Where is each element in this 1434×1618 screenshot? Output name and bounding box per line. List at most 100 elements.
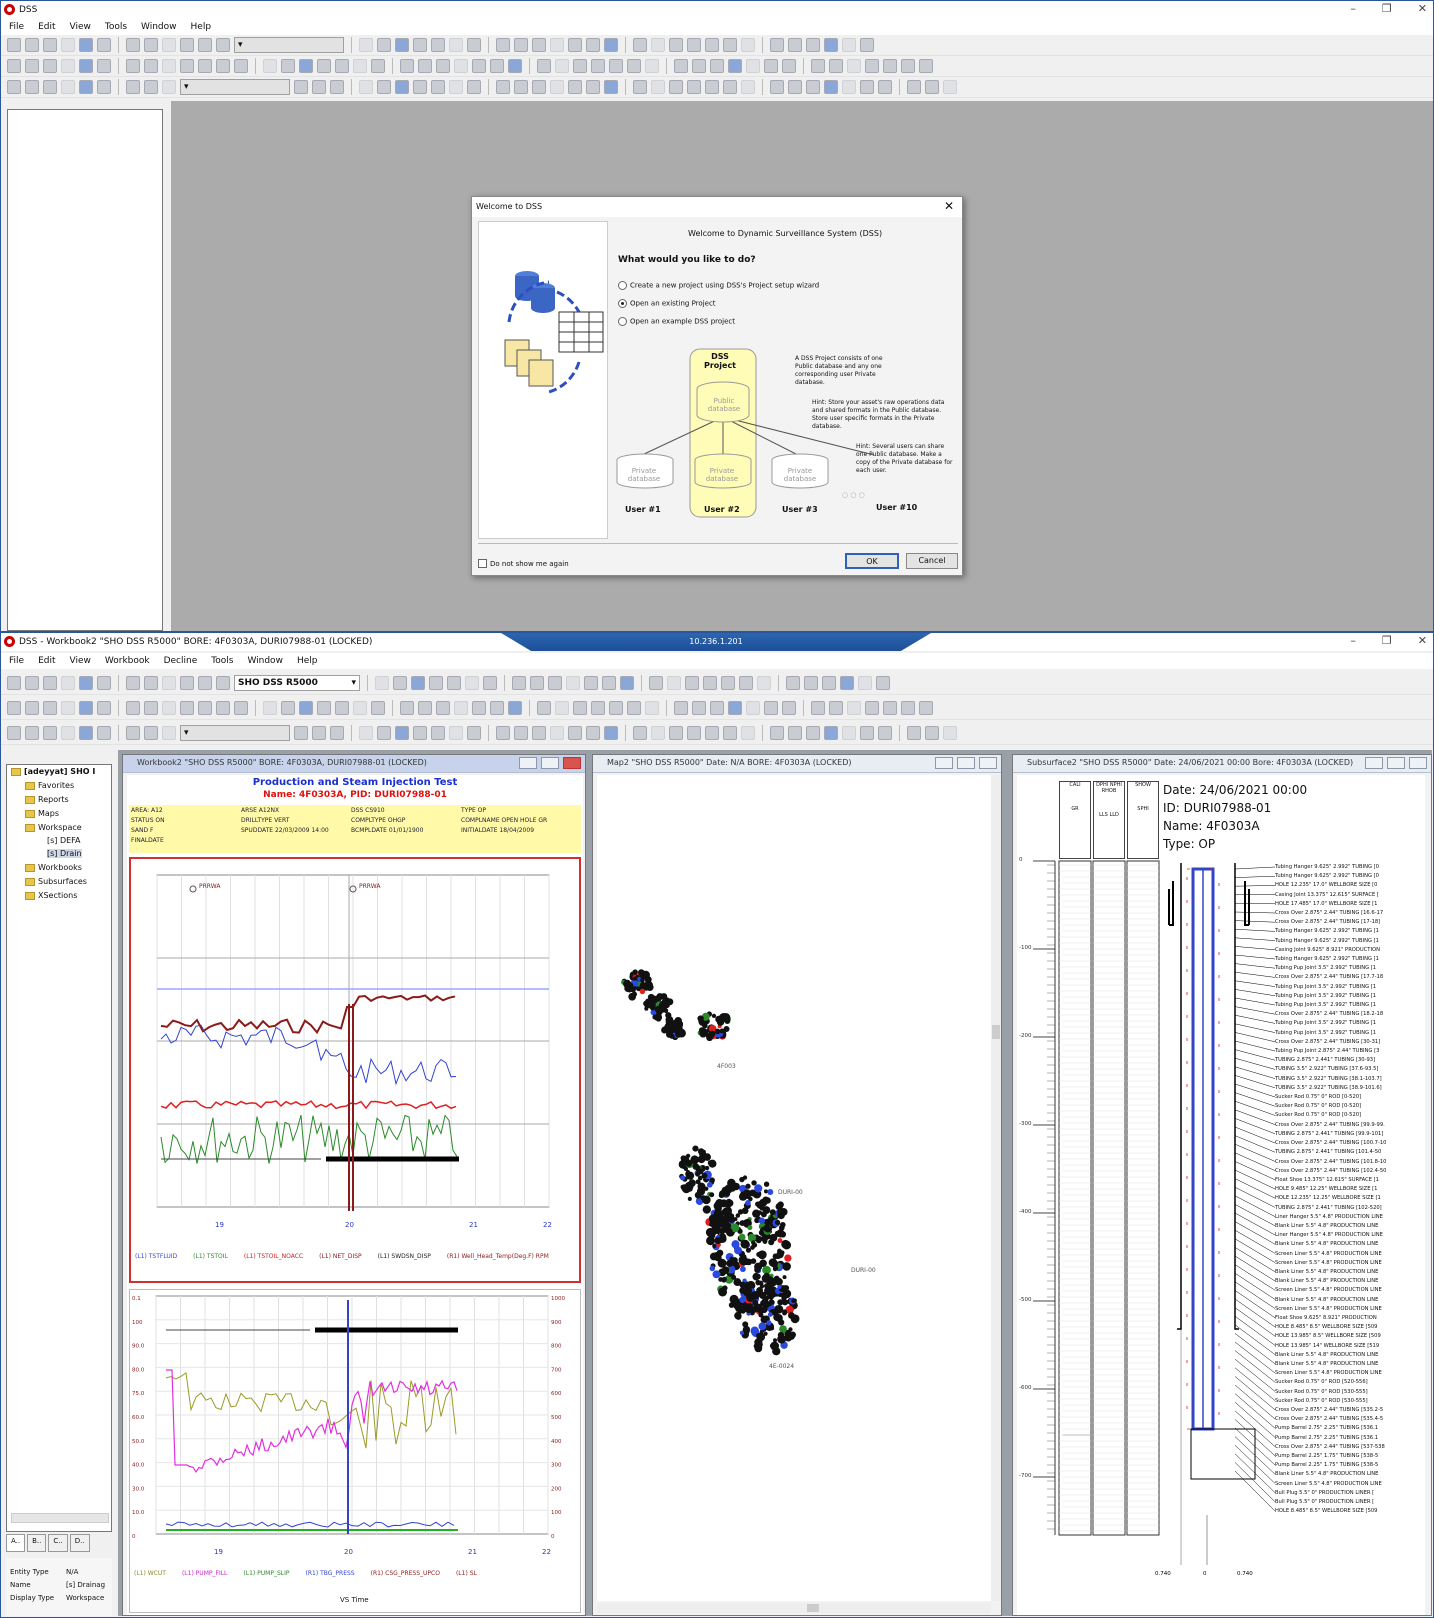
toolbar-button-icon[interactable] — [746, 700, 760, 715]
toolbar-button-icon[interactable] — [61, 38, 75, 52]
toolbar-button-icon[interactable] — [330, 725, 344, 740]
toolbar-button-icon[interactable] — [770, 725, 784, 740]
toolbar-button-icon[interactable] — [25, 38, 39, 52]
toolbar-button-icon[interactable] — [483, 675, 497, 690]
toolbar-button-icon[interactable] — [79, 80, 93, 94]
menu-tools[interactable]: Tools — [104, 22, 128, 32]
toolbar-button-icon[interactable] — [649, 675, 663, 690]
toolbar-button-icon[interactable] — [436, 59, 450, 73]
toolbar-button-icon[interactable] — [645, 59, 659, 73]
toolbar-button-icon[interactable] — [901, 59, 915, 73]
toolbar-button-icon[interactable] — [198, 59, 212, 73]
toolbar-button-icon[interactable] — [705, 725, 719, 740]
toolbar-button-icon[interactable] — [162, 675, 176, 690]
toolbar-button-icon[interactable] — [669, 725, 683, 740]
toolbar-button-icon[interactable] — [7, 700, 21, 715]
toolbar-button-icon[interactable] — [472, 700, 486, 715]
toolbar-button-icon[interactable] — [299, 700, 313, 715]
toolbar-button-icon[interactable] — [788, 725, 802, 740]
toolbar-button-icon[interactable] — [508, 700, 522, 715]
toolbar-button-icon[interactable] — [490, 59, 504, 73]
toolbar-button-icon[interactable] — [739, 675, 753, 690]
toolbar-button-icon[interactable] — [79, 38, 93, 52]
toolbar-button-icon[interactable] — [79, 700, 93, 715]
map-canvas[interactable]: DURI-00 DURI-00 4E-0024 4F003 — [597, 775, 991, 1601]
menu-file[interactable]: File — [9, 22, 25, 32]
menu-window[interactable]: Window — [247, 656, 283, 666]
toolbar-button-icon[interactable] — [180, 59, 194, 73]
toolbar-button-icon[interactable] — [627, 59, 641, 73]
toolbar-button-icon[interactable] — [728, 700, 742, 715]
toolbar-button-icon[interactable] — [312, 80, 326, 94]
toolbar-button-icon[interactable] — [645, 700, 659, 715]
toolbar-button-icon[interactable] — [418, 59, 432, 73]
minimize-button[interactable]: – — [1350, 634, 1356, 647]
toolbar-button-icon[interactable] — [602, 675, 616, 690]
toolbar-button-icon[interactable] — [741, 38, 755, 52]
toolbar-button-icon[interactable] — [723, 38, 737, 52]
toolbar-button-icon[interactable] — [79, 725, 93, 740]
toolbar-button-icon[interactable] — [449, 725, 463, 740]
toolbar-button-icon[interactable] — [447, 675, 461, 690]
toolbar-button-icon[interactable] — [591, 700, 605, 715]
map-restore-button[interactable] — [957, 757, 975, 769]
toolbar-button-icon[interactable] — [144, 725, 158, 740]
ok-button[interactable]: OK — [845, 553, 899, 569]
toolbar-button-icon[interactable] — [162, 700, 176, 715]
maximize-button[interactable]: ❐ — [1381, 634, 1392, 647]
toolbar-button-icon[interactable] — [97, 700, 111, 715]
toolbar-button-icon[interactable] — [7, 38, 21, 52]
workbook-close-button[interactable] — [563, 757, 581, 769]
toolbar-button-icon[interactable] — [806, 38, 820, 52]
toolbar-button-icon[interactable] — [555, 59, 569, 73]
toolbar-button-icon[interactable] — [61, 700, 75, 715]
toolbar-combo[interactable]: ▾ — [234, 37, 344, 53]
toolbar-button-icon[interactable] — [633, 80, 647, 94]
toolbar-button-icon[interactable] — [377, 38, 391, 52]
toolbar-button-icon[interactable] — [377, 725, 391, 740]
toolbar-button-icon[interactable] — [126, 59, 140, 73]
toolbar-button-icon[interactable] — [550, 80, 564, 94]
toolbar-button-icon[interactable] — [126, 725, 140, 740]
toolbar-button-icon[interactable] — [162, 725, 176, 740]
toolbar-button-icon[interactable] — [335, 700, 349, 715]
toolbar-button-icon[interactable] — [97, 675, 111, 690]
tree-hscrollbar[interactable] — [11, 1513, 109, 1523]
toolbar-button-icon[interactable] — [907, 725, 921, 740]
toolbar-button-icon[interactable] — [514, 80, 528, 94]
toolbar-button-icon[interactable] — [294, 725, 308, 740]
toolbar-button-icon[interactable] — [467, 80, 481, 94]
toolbar-button-icon[interactable] — [568, 80, 582, 94]
toolbar-button-icon[interactable] — [566, 675, 580, 690]
toolbar-button-icon[interactable] — [901, 700, 915, 715]
toolbar-button-icon[interactable] — [353, 700, 367, 715]
toolbar-button-icon[interactable] — [198, 700, 212, 715]
tree-tab-b[interactable]: B.. — [27, 1534, 47, 1552]
toolbar-button-icon[interactable] — [198, 675, 212, 690]
toolbar-button-icon[interactable] — [842, 725, 856, 740]
toolbar-button-icon[interactable] — [126, 675, 140, 690]
toolbar-button-icon[interactable] — [829, 700, 843, 715]
map-hscrollbar[interactable] — [597, 1603, 991, 1613]
menu-window[interactable]: Window — [141, 22, 177, 32]
maximize-button[interactable]: ❐ — [1381, 2, 1392, 15]
toolbar-button-icon[interactable] — [467, 38, 481, 52]
toolbar-button-icon[interactable] — [770, 38, 784, 52]
toolbar-button-icon[interactable] — [43, 80, 57, 94]
toolbar-button-icon[interactable] — [371, 59, 385, 73]
toolbar-button-icon[interactable] — [514, 725, 528, 740]
toolbar-button-icon[interactable] — [7, 59, 21, 73]
toolbar-button-icon[interactable] — [144, 38, 158, 52]
toolbar-button-icon[interactable] — [847, 700, 861, 715]
toolbar-button-icon[interactable] — [847, 59, 861, 73]
toolbar-button-icon[interactable] — [591, 59, 605, 73]
toolbar-button-icon[interactable] — [25, 80, 39, 94]
toolbar-button-icon[interactable] — [858, 675, 872, 690]
toolbar-button-icon[interactable] — [782, 59, 796, 73]
toolbar-button-icon[interactable] — [400, 59, 414, 73]
sub-restore-button[interactable] — [1387, 757, 1405, 769]
map-vscrollbar[interactable] — [991, 775, 1001, 1601]
toolbar-button-icon[interactable] — [234, 700, 248, 715]
toolbar-button-icon[interactable] — [705, 80, 719, 94]
menu-help[interactable]: Help — [190, 22, 212, 32]
